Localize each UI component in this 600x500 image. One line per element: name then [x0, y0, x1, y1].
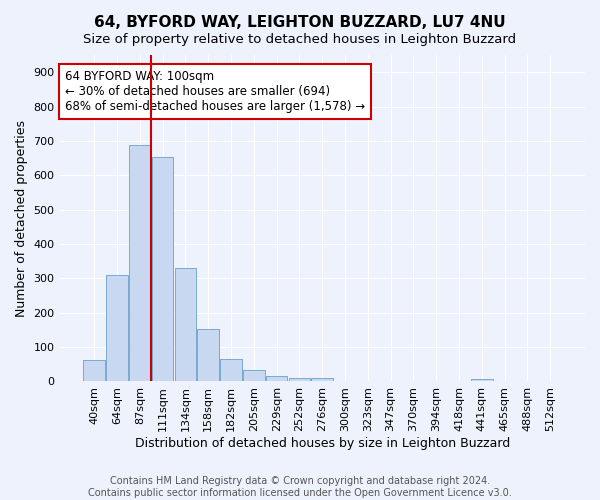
Bar	[197, 329, 219, 382]
Bar	[243, 370, 265, 382]
Bar	[220, 359, 242, 382]
Bar	[266, 376, 287, 382]
Bar	[129, 145, 151, 382]
X-axis label: Distribution of detached houses by size in Leighton Buzzard: Distribution of detached houses by size …	[134, 437, 510, 450]
Text: 64, BYFORD WAY, LEIGHTON BUZZARD, LU7 4NU: 64, BYFORD WAY, LEIGHTON BUZZARD, LU7 4N…	[94, 15, 506, 30]
Bar	[83, 360, 105, 382]
Text: 64 BYFORD WAY: 100sqm
← 30% of detached houses are smaller (694)
68% of semi-det: 64 BYFORD WAY: 100sqm ← 30% of detached …	[65, 70, 365, 112]
Text: Contains HM Land Registry data © Crown copyright and database right 2024.
Contai: Contains HM Land Registry data © Crown c…	[88, 476, 512, 498]
Y-axis label: Number of detached properties: Number of detached properties	[15, 120, 28, 316]
Bar	[152, 157, 173, 382]
Bar	[471, 378, 493, 382]
Bar	[175, 268, 196, 382]
Bar	[289, 378, 310, 382]
Text: Size of property relative to detached houses in Leighton Buzzard: Size of property relative to detached ho…	[83, 32, 517, 46]
Bar	[106, 275, 128, 382]
Bar	[311, 378, 333, 382]
